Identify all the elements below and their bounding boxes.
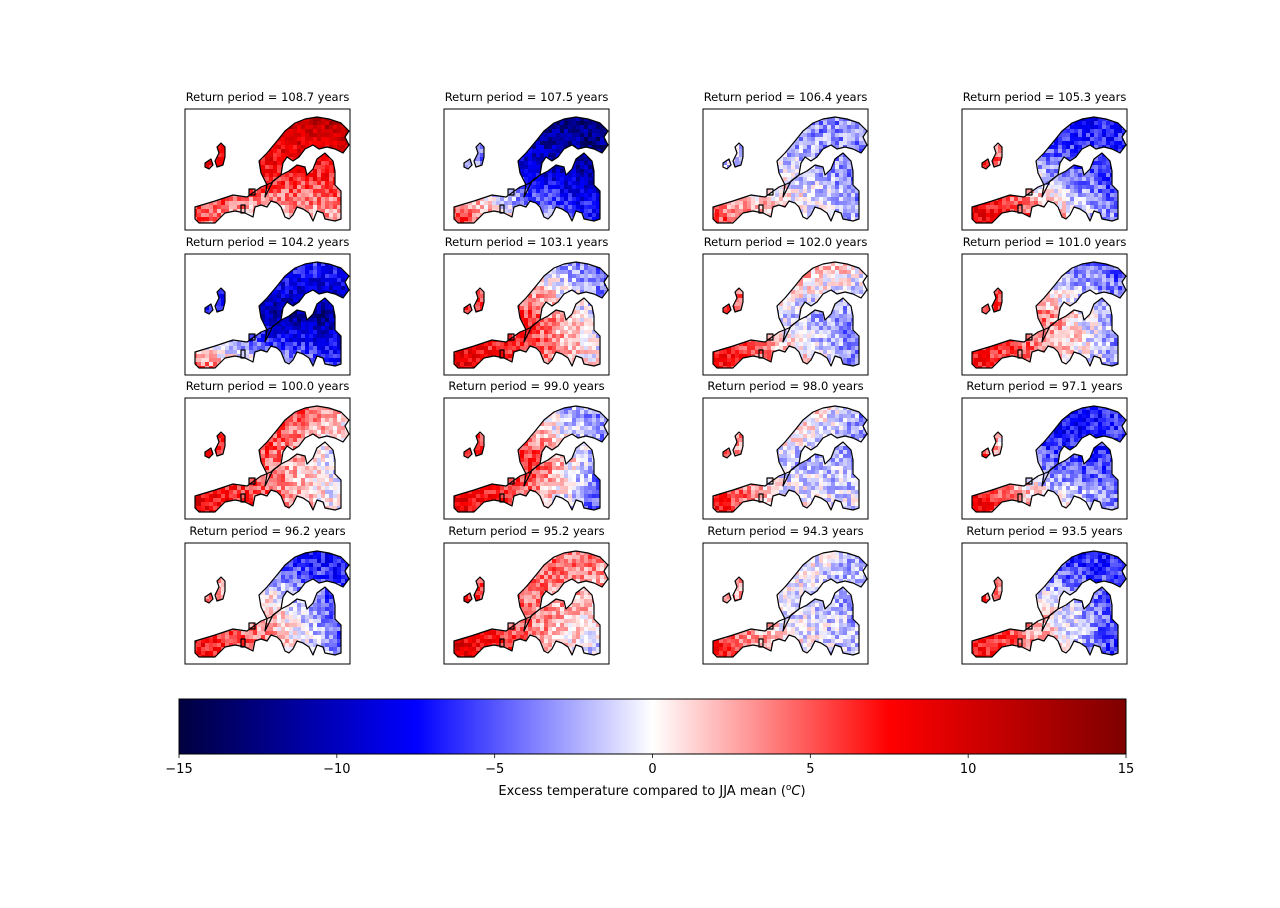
colorbar: −15 −10 −5 0 5 10 15 Excess temperature compar… [165,698,1134,799]
map-panel: Return period = 93.5 years [961,524,1128,665]
map-panel: Return period = 105.3 years [961,90,1128,231]
panel-frame [702,253,869,376]
panel-frame [702,542,869,665]
panel-title: Return period = 102.0 years [704,235,868,249]
colorbar-tick-label: 10 [960,762,977,777]
panel-title: Return period = 108.7 years [186,90,350,104]
map-panel: Return period = 97.1 years [961,379,1128,520]
coastline [712,116,868,224]
panel-frame [184,108,351,231]
colorbar-label-unit-sup: o [786,783,792,793]
map-panel: Return period = 94.3 years [702,524,869,665]
temperature-field [713,117,867,223]
map-panel: Return period = 100.0 years [184,379,351,520]
coastline [194,550,350,658]
panel-frame [961,108,1128,231]
coastline [971,261,1127,369]
panel-frame [961,397,1128,520]
map-panel: Return period = 103.1 years [443,235,610,376]
panel-frame [184,542,351,665]
coastline [194,405,350,513]
panel-title: Return period = 97.1 years [966,379,1122,393]
temperature-field [972,262,1126,368]
temperature-field [195,117,349,223]
temperature-field [195,262,349,368]
temperature-field [195,406,349,512]
temperature-field [713,551,867,657]
panel-title: Return period = 96.2 years [189,524,345,538]
coastline [712,261,868,369]
coastline [194,116,350,224]
temperature-field [454,262,608,368]
temperature-field [454,406,608,512]
panel-title: Return period = 99.0 years [448,379,604,393]
coastline [971,550,1127,658]
map-panel: Return period = 102.0 years [702,235,869,376]
temperature-field [972,551,1126,657]
panel-frame [961,542,1128,665]
panel-frame [443,108,610,231]
panel-title: Return period = 93.5 years [966,524,1122,538]
temperature-field [713,406,867,512]
map-panel: Return period = 96.2 years [184,524,351,665]
colorbar-ticks: −15 −10 −5 0 5 10 15 [165,754,1134,777]
panel-frame [443,542,610,665]
colorbar-bar [178,698,1127,755]
map-panel: Return period = 98.0 years [702,379,869,520]
coastline [453,550,609,658]
coastline [971,116,1127,224]
panel-title: Return period = 104.2 years [186,235,350,249]
map-panel: Return period = 99.0 years [443,379,610,520]
map-panel: Return period = 101.0 years [961,235,1128,376]
panel-title: Return period = 101.0 years [963,235,1127,249]
panel-title: Return period = 103.1 years [445,235,609,249]
panel-title: Return period = 105.3 years [963,90,1127,104]
temperature-field [454,117,608,223]
temperature-field [713,262,867,368]
panel-title: Return period = 100.0 years [186,379,350,393]
temperature-field [195,551,349,657]
panel-frame [961,253,1128,376]
coastline [453,261,609,369]
coastline [712,405,868,513]
colorbar-tick-label: 5 [806,762,814,777]
temperature-field [454,551,608,657]
temperature-field [972,117,1126,223]
panel-frame [702,108,869,231]
coastline [194,261,350,369]
panel-title: Return period = 98.0 years [707,379,863,393]
map-panel: Return period = 106.4 years [702,90,869,231]
coastline [971,405,1127,513]
panel-frame [443,397,610,520]
panel-title: Return period = 94.3 years [707,524,863,538]
colorbar-tick-label: 15 [1118,762,1135,777]
panel-frame [184,397,351,520]
panel-frame [702,397,869,520]
map-panel: Return period = 108.7 years [184,90,351,231]
coastline [453,116,609,224]
colorbar-tick-label: −5 [485,762,504,777]
temperature-field [972,406,1126,512]
map-panels: Return period = 108.7 years Return period… [184,90,1128,665]
panel-frame [443,253,610,376]
panel-frame [184,253,351,376]
map-panel: Return period = 104.2 years [184,235,351,376]
colorbar-tick-label: 0 [648,762,656,777]
coastline [712,550,868,658]
colorbar-label-unit: C [791,784,801,799]
colorbar-tick-label: −15 [165,762,192,777]
map-panel: Return period = 107.5 years [443,90,610,231]
colorbar-tick-label: −10 [323,762,350,777]
panel-title: Return period = 95.2 years [448,524,604,538]
panel-title: Return period = 107.5 years [445,90,609,104]
coastline [453,405,609,513]
panel-title: Return period = 106.4 years [704,90,868,104]
map-panel: Return period = 95.2 years [443,524,610,665]
colorbar-label: Excess temperature compared to JJA mean … [498,783,805,799]
